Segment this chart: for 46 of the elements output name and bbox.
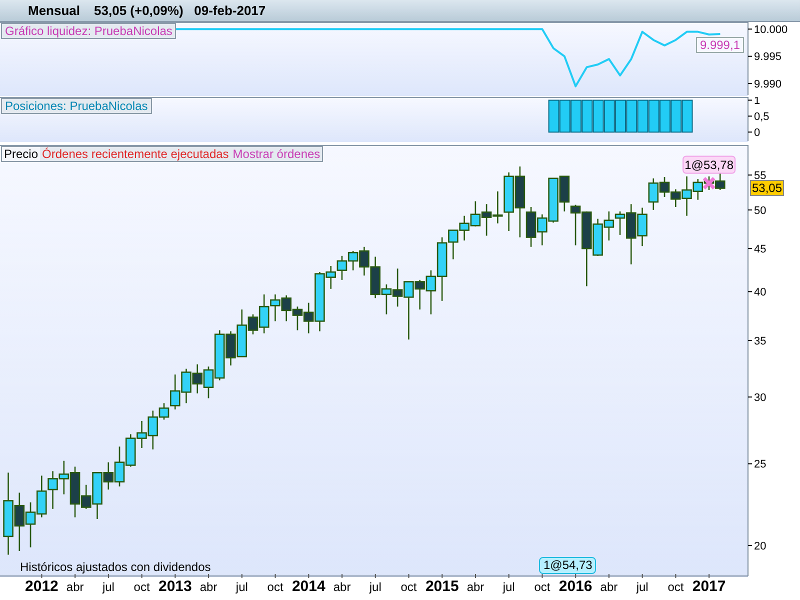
y-tick-label: 30 (754, 392, 766, 404)
x-tick-label: abr (466, 580, 484, 594)
annotation: 9.999,1 (696, 36, 744, 53)
y-tick-label: 40 (754, 286, 766, 299)
y-tick-label: 45 (754, 243, 766, 256)
annotation: Órdenes recientemente ejecutadas (41, 147, 230, 161)
x-tick-label: jul (234, 580, 248, 594)
x-tick-label: 2014 (292, 578, 326, 595)
y-tick-label: 10.000 (754, 24, 788, 36)
annotation: Históricos ajustados con dividendos (20, 560, 211, 574)
annotation: 1@53,78 (684, 158, 734, 172)
x-tick-label: jul (101, 580, 114, 594)
annotation: 1@54,73 (539, 557, 596, 574)
annotation: Mostrar órdenes (232, 147, 322, 161)
y-tick-label: 20 (754, 540, 766, 552)
x-tick-label: 2012 (25, 578, 58, 595)
x-tick-label: 2013 (158, 578, 192, 595)
y-tick-label: 25 (754, 458, 766, 471)
annotation: Precio (2, 147, 40, 161)
x-tick-label: oct (134, 580, 150, 594)
x-tick-label: oct (534, 580, 551, 594)
chart-title: Mensual (28, 3, 80, 18)
x-tick-label: oct (400, 580, 418, 594)
annotation: Gráfico liquidez: PruebaNicolas (1, 23, 176, 39)
chart-subtitle: 53,05 (+0,09%) 09-feb-2017 (94, 3, 266, 18)
y-tick-label: 9.990 (754, 78, 782, 90)
text: 53,05 (750, 180, 784, 196)
x-tick-label: abr (333, 580, 351, 594)
x-tick-label: jul (635, 580, 648, 594)
y-tick-label: 55 (754, 170, 766, 182)
x-tick-label: 2016 (558, 578, 592, 595)
x-tick-label: oct (668, 580, 684, 594)
y-tick-label: 35 (754, 335, 766, 348)
x-tick-label: 2017 (692, 578, 726, 595)
chart-title: Posiciones: PruebaNicolas (1, 98, 152, 114)
x-tick-label: jul (368, 580, 382, 594)
y-tick-label: 0 (754, 126, 760, 139)
y-tick-label: 50 (754, 204, 766, 217)
x-tick-label: abr (66, 580, 84, 594)
x-tick-label: 2015 (425, 578, 459, 595)
x-tick-label: jul (502, 580, 515, 594)
y-tick-label: 9.995 (754, 51, 782, 64)
x-tick-label: abr (200, 580, 218, 594)
y-tick-label: 0,5 (754, 111, 770, 124)
x-tick-label: oct (267, 580, 284, 594)
x-tick-label: abr (600, 580, 618, 594)
